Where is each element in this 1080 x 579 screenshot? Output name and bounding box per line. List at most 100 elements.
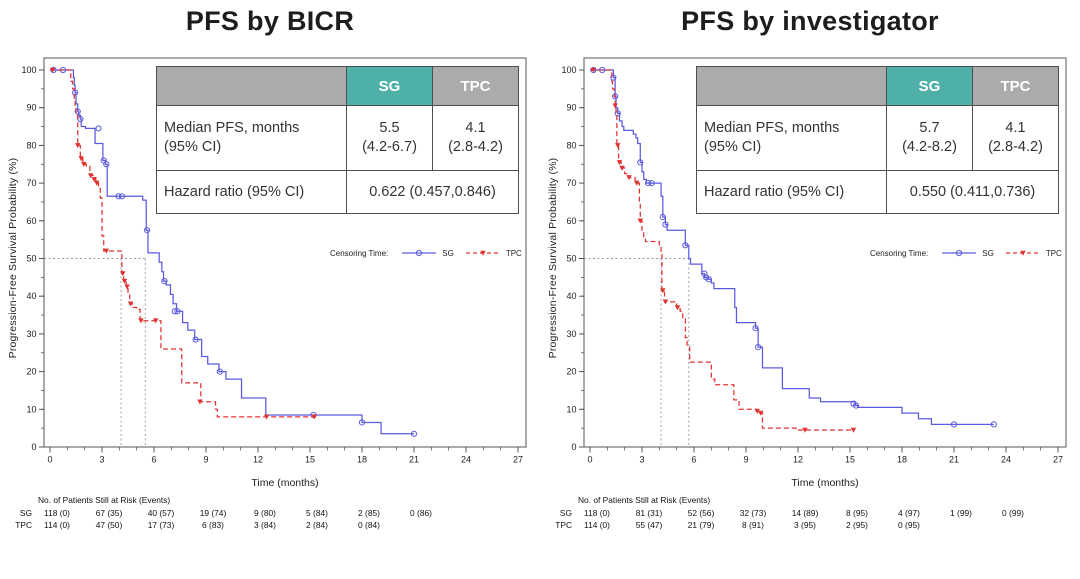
hazard-ratio-label: Hazard ratio (95% CI): [696, 170, 887, 214]
median-pfs-sg-value: 5.7: [919, 120, 940, 137]
legend-sg-line-sample: [940, 248, 978, 258]
svg-text:27: 27: [1053, 455, 1063, 465]
km-plot-investigator: 0 3 6 9 12 15 18 21 24 27 0 10 20 30 40 50 60 70 80 90 100: [561, 57, 1067, 465]
svg-text:9: 9: [743, 455, 748, 465]
risk-value: 14 (89): [791, 508, 819, 518]
median-pfs-sg-value: 5.5: [379, 120, 400, 137]
stats-header-tpc: TPC: [972, 66, 1059, 106]
legend: Censoring Time: SG TPC: [870, 245, 1070, 261]
svg-text:60: 60: [566, 216, 576, 226]
risk-row-label: TPC: [15, 519, 32, 530]
svg-text:20: 20: [566, 367, 576, 377]
stats-header-sg: SG: [886, 66, 973, 106]
risk-value: 6 (83): [202, 519, 224, 530]
legend-title: Censoring Time:: [330, 248, 389, 258]
svg-text:0: 0: [47, 455, 52, 465]
risk-value: 3 (95): [794, 519, 816, 530]
median-pfs-label-line1: Median PFS, months: [704, 120, 840, 137]
risk-value: 114 (0): [44, 519, 70, 530]
svg-text:40: 40: [26, 291, 36, 301]
legend-tpc-line-sample: [464, 248, 502, 258]
median-pfs-sg: 5.5 (4.2-6.7): [346, 105, 433, 171]
legend-tpc-label: TPC: [505, 248, 522, 258]
median-pfs-tpc-value: 4.1: [465, 120, 486, 137]
legend-tpc-line-sample: [1004, 248, 1042, 258]
svg-text:10: 10: [566, 404, 576, 414]
stats-header-blank: [156, 66, 347, 106]
risk-table-investigator: No. of Patients Still at Risk (Events) S…: [540, 489, 1080, 577]
risk-value: 32 (73): [739, 508, 767, 518]
svg-text:15: 15: [845, 455, 855, 465]
x-axis-label: Time (months): [251, 477, 319, 489]
svg-text:90: 90: [26, 103, 36, 113]
risk-row-label: TPC: [555, 519, 572, 530]
median-pfs-tpc-value: 4.1: [1005, 120, 1026, 137]
risk-value: 19 (74): [199, 508, 227, 518]
svg-text:3: 3: [639, 455, 644, 465]
svg-text:100: 100: [21, 65, 36, 75]
median-pfs-tpc-ci: (2.8-4.2): [448, 139, 503, 155]
risk-value: 81 (31): [635, 508, 663, 518]
stats-header-tpc: TPC: [432, 66, 519, 106]
svg-text:0: 0: [587, 455, 592, 465]
legend-sg-label: SG: [982, 248, 994, 258]
risk-value: 114 (0): [584, 519, 610, 530]
svg-text:80: 80: [26, 140, 36, 150]
svg-text:21: 21: [949, 455, 959, 465]
svg-text:12: 12: [253, 455, 263, 465]
median-pfs-sg: 5.7 (4.2-8.2): [886, 105, 973, 171]
svg-text:3: 3: [99, 455, 104, 465]
risk-value: 1 (99): [950, 508, 972, 518]
km-plot-bicr: 0 3 6 9 12 15 18 21 24 27 0 10 20 30 40 50 60 70 80 90 100: [21, 57, 527, 465]
x-axis-label: Time (months): [791, 477, 859, 489]
svg-text:90: 90: [566, 103, 576, 113]
svg-text:30: 30: [26, 329, 36, 339]
risk-row-label: SG: [559, 508, 572, 518]
risk-table-bicr: No. of Patients Still at Risk (Events) S…: [0, 489, 540, 577]
risk-value: 21 (79): [687, 519, 715, 530]
legend-tpc-label: TPC: [1045, 248, 1062, 258]
risk-value: 8 (95): [846, 508, 868, 518]
svg-text:6: 6: [691, 455, 696, 465]
risk-value: 9 (80): [254, 508, 276, 518]
median-pfs-tpc: 4.1 (2.8-4.2): [972, 105, 1059, 171]
stats-table-investigator: SG TPC Median PFS, months (95% CI) 5.7 (…: [696, 66, 1059, 214]
risk-value: 40 (57): [147, 508, 175, 518]
svg-text:21: 21: [409, 455, 419, 465]
legend: Censoring Time: SG TPC: [330, 245, 530, 261]
median-pfs-label-line2: (95% CI): [164, 139, 222, 155]
risk-value: 52 (56): [687, 508, 715, 518]
svg-text:24: 24: [461, 455, 471, 465]
svg-text:6: 6: [151, 455, 156, 465]
svg-text:27: 27: [513, 455, 523, 465]
risk-value: 5 (84): [306, 508, 328, 518]
legend-sg-line-sample: [400, 248, 438, 258]
risk-value: 55 (47): [635, 519, 663, 530]
risk-value: 2 (85): [358, 508, 380, 518]
risk-value: 17 (73): [147, 519, 175, 530]
hazard-ratio-value: 0.622 (0.457,0.846): [346, 170, 519, 214]
risk-table-title: No. of Patients Still at Risk (Events): [578, 495, 711, 505]
svg-text:24: 24: [1001, 455, 1011, 465]
median-pfs-label-line2: (95% CI): [704, 139, 762, 155]
svg-text:50: 50: [26, 254, 36, 264]
svg-text:10: 10: [26, 404, 36, 414]
chart-title-bicr: PFS by BICR: [185, 6, 355, 36]
median-pfs-label: Median PFS, months (95% CI): [696, 105, 887, 171]
median-pfs-label-line1: Median PFS, months: [164, 120, 300, 137]
hazard-ratio-value: 0.550 (0.411,0.736): [886, 170, 1059, 214]
svg-text:12: 12: [793, 455, 803, 465]
risk-value: 0 (99): [1002, 508, 1024, 518]
svg-text:70: 70: [26, 178, 36, 188]
panel-pfs-investigator: PFS by investigator Progression-Free Sur…: [540, 0, 1080, 579]
risk-value: 2 (84): [306, 519, 328, 530]
stats-header-blank: [696, 66, 887, 106]
svg-text:15: 15: [305, 455, 315, 465]
svg-text:70: 70: [566, 178, 576, 188]
svg-text:100: 100: [561, 65, 576, 75]
svg-text:50: 50: [566, 254, 576, 264]
hazard-ratio-label: Hazard ratio (95% CI): [156, 170, 347, 214]
stats-header-sg: SG: [346, 66, 433, 106]
median-pfs-tpc-ci: (2.8-4.2): [988, 139, 1043, 155]
risk-value: 118 (0): [584, 508, 610, 518]
